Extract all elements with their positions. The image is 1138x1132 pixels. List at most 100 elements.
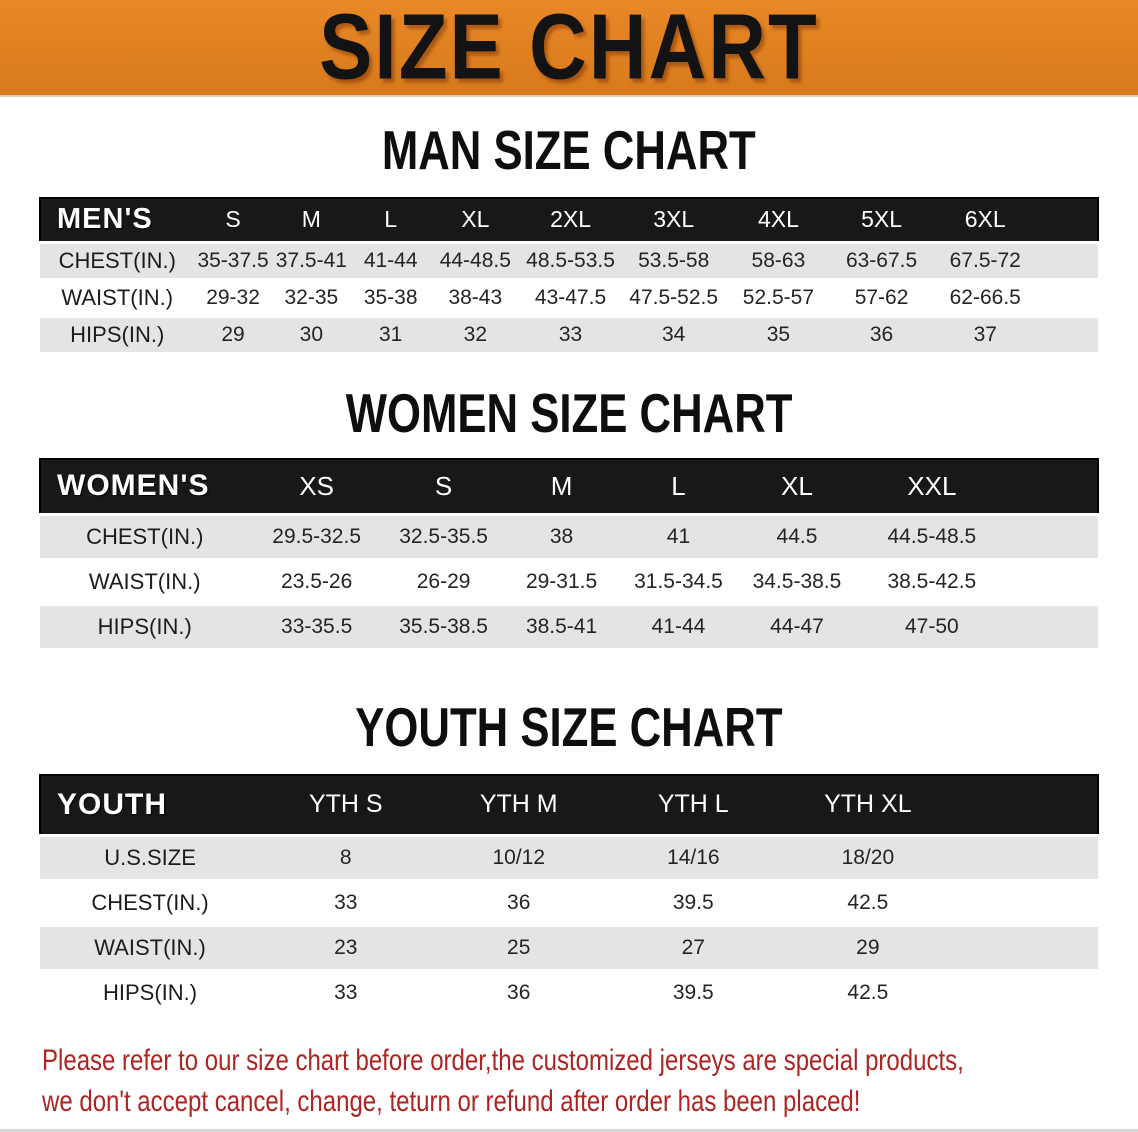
size-value-cell: 53.5-58 <box>638 248 710 272</box>
size-value-cell: 37 <box>973 322 997 346</box>
size-value-cell: 37.5-41 <box>275 248 347 272</box>
size-value-cell: 25 <box>507 935 531 959</box>
row-spacer <box>955 835 1098 880</box>
size-value-cell: 32-35 <box>284 285 339 309</box>
row-label: CHEST(IN.) <box>91 889 209 915</box>
section-heading-wrap: YOUTH SIZE CHART <box>0 696 1138 757</box>
table-group-label: WOMEN'S <box>40 458 250 515</box>
row-label: CHEST(IN.) <box>58 247 176 273</box>
size-table: YOUTH YTH S YTH M YTH L YTH XL U.S.SIZE 8 10/12… <box>39 774 1099 1014</box>
size-value-cell: 41-44 <box>651 615 706 638</box>
size-column-header: XL <box>737 458 857 515</box>
row-spacer <box>955 970 1098 1014</box>
size-value-cell: 41-44 <box>363 248 418 272</box>
size-value-cell: 26-29 <box>416 570 471 593</box>
size-column-header: 5XL <box>830 198 933 242</box>
measurement-row: HIPS(IN.) 33-35.5 35.5-38.5 38.5-41 41-44 44-… <box>40 604 1098 648</box>
size-value-cell: 35-38 <box>363 285 418 309</box>
women-size-chart-section: WOMEN SIZE CHART WOMEN'S XS S M L XL XXL CHEST(I… <box>0 382 1138 648</box>
row-spacer <box>955 925 1098 970</box>
size-column-header: S <box>383 458 504 515</box>
disclaimer-note: Please refer to our size chart before or… <box>0 1040 1138 1122</box>
size-column-header: YTH L <box>606 775 781 835</box>
size-value-cell: 31.5-34.5 <box>634 570 723 593</box>
size-value-cell: 38.5-41 <box>525 615 598 638</box>
size-value-cell: 48.5-53.5 <box>526 248 615 272</box>
row-label: WAIST(IN.) <box>88 569 201 594</box>
size-value-cell: 38-43 <box>448 285 503 309</box>
size-value-cell: 36 <box>507 980 531 1004</box>
size-value-cell: 36 <box>869 322 894 346</box>
size-column-header: YTH XL <box>780 775 956 835</box>
size-column-header: 2XL <box>520 198 621 242</box>
size-value-cell: 42.5 <box>847 890 889 914</box>
size-value-cell: 38 <box>549 525 574 548</box>
size-value-cell: 63-67.5 <box>845 248 918 272</box>
size-value-cell: 33-35.5 <box>281 615 353 638</box>
size-value-cell: 67.5-72 <box>949 248 1021 272</box>
size-column-header: YTH M <box>431 775 607 835</box>
size-value-cell: 38.5-42.5 <box>887 570 977 593</box>
man-size-chart-section: MAN SIZE CHART MEN'S S M L XL 2XL 3XL 4XL 5XL 6XL C… <box>0 119 1138 352</box>
image-bottom-edge <box>0 1129 1138 1132</box>
section-heading: MAN SIZE CHART <box>382 119 756 181</box>
page-title: SIZE CHART <box>319 0 819 100</box>
size-value-cell: 34.5-38.5 <box>752 570 842 593</box>
size-column-header: L <box>619 458 738 515</box>
measurement-row: CHEST(IN.) 35-37.5 37.5-41 41-44 44-48.5 48.5… <box>40 242 1098 279</box>
size-table: WOMEN'S XS S M L XL XXL CHEST(IN.) 29.5-32.5 32.5… <box>39 458 1099 648</box>
row-label: WAIST(IN.) <box>94 934 206 960</box>
title-banner: SIZE CHART <box>0 0 1138 99</box>
header-spacer <box>955 775 1098 835</box>
section-heading: WOMEN SIZE CHART <box>345 381 793 444</box>
row-spacer <box>1038 316 1098 352</box>
size-value-cell: 44-48.5 <box>439 248 511 272</box>
row-label: U.S.SIZE <box>104 844 196 870</box>
disclaimer-line-2: we don't accept cancel, change, teturn o… <box>42 1084 861 1118</box>
row-spacer <box>1007 515 1098 560</box>
size-value-cell: 14/16 <box>667 845 720 869</box>
size-value-cell: 29 <box>221 322 245 346</box>
size-column-header: YTH S <box>260 775 432 835</box>
size-column-header: 3XL <box>620 198 727 242</box>
size-value-cell: 35 <box>766 322 791 346</box>
size-value-cell: 33 <box>334 980 358 1004</box>
measurement-row: HIPS(IN.) 29 30 31 32 33 34 35 36 37 <box>40 316 1098 352</box>
section-heading-wrap: MAN SIZE CHART <box>0 119 1138 180</box>
row-label: HIPS(IN.) <box>70 321 165 347</box>
size-value-cell: 34 <box>662 322 686 346</box>
row-label: HIPS(IN.) <box>97 614 192 639</box>
size-value-cell: 29.5-32.5 <box>272 525 362 548</box>
measurement-row: CHEST(IN.) 29.5-32.5 32.5-35.5 38 41 44.5 44.5… <box>40 514 1098 560</box>
size-value-cell: 52.5-57 <box>742 285 815 309</box>
size-table: MEN'S S M L XL 2XL 3XL 4XL 5XL 6XL CHEST(IN.) 35-37… <box>39 197 1099 352</box>
measurement-row: WAIST(IN.) 23.5-26 26-29 29-31.5 31.5-34.5 34… <box>40 559 1098 605</box>
table-group-label: MEN'S <box>40 198 195 242</box>
size-value-cell: 42.5 <box>847 980 889 1004</box>
size-value-cell: 23 <box>334 935 358 959</box>
size-column-header: M <box>271 198 352 242</box>
table-group-label: YOUTH <box>40 775 261 835</box>
size-value-cell: 47-50 <box>904 615 959 638</box>
chart-sections: MAN SIZE CHART MEN'S S M L XL 2XL 3XL 4XL 5XL 6XL C… <box>0 119 1138 1014</box>
size-column-header: M <box>503 458 620 515</box>
size-column-header: XS <box>249 458 384 515</box>
size-value-cell: 27 <box>681 935 705 959</box>
size-column-header: 4XL <box>726 198 831 242</box>
size-value-cell: 35.5-38.5 <box>399 615 488 638</box>
size-value-cell: 23.5-26 <box>281 570 353 593</box>
row-label: HIPS(IN.) <box>102 979 198 1005</box>
measurement-row: CHEST(IN.) 33 36 39.5 42.5 <box>40 880 1098 925</box>
section-heading-wrap: WOMEN SIZE CHART <box>0 382 1138 443</box>
size-value-cell: 32.5-35.5 <box>399 525 488 548</box>
section-heading: YOUTH SIZE CHART <box>355 696 783 758</box>
size-value-cell: 39.5 <box>672 890 714 914</box>
size-column-header: XXL <box>856 458 1007 515</box>
measurement-row: WAIST(IN.) 23 25 27 29 <box>40 925 1098 970</box>
size-value-cell: 18/20 <box>841 845 895 869</box>
size-value-cell: 57-62 <box>854 285 909 309</box>
size-value-cell: 58-63 <box>751 248 806 272</box>
size-column-header: XL <box>430 198 521 242</box>
size-value-cell: 29 <box>856 935 880 959</box>
